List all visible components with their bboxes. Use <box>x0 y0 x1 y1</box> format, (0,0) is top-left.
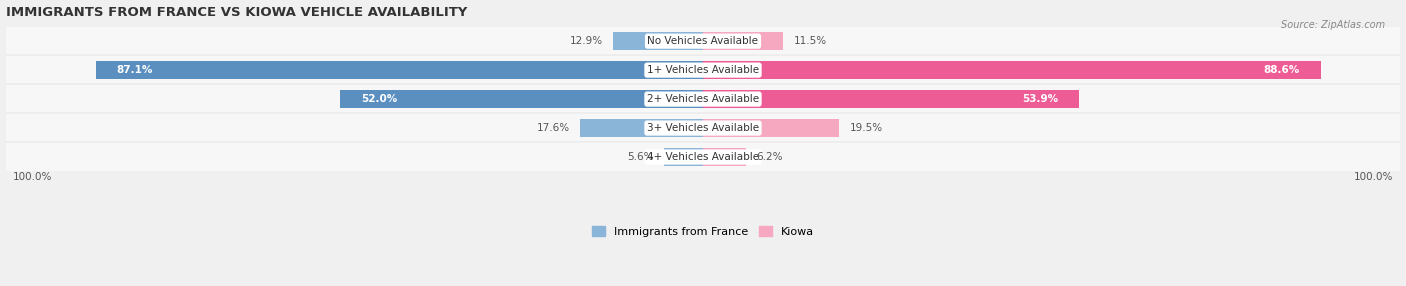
Text: 11.5%: 11.5% <box>793 36 827 46</box>
Text: 87.1%: 87.1% <box>117 65 153 75</box>
FancyBboxPatch shape <box>6 142 1400 172</box>
Bar <box>613 32 703 50</box>
Text: 1+ Vehicles Available: 1+ Vehicles Available <box>647 65 759 75</box>
Text: 4+ Vehicles Available: 4+ Vehicles Available <box>647 152 759 162</box>
Text: 5.6%: 5.6% <box>627 152 654 162</box>
Text: 12.9%: 12.9% <box>569 36 603 46</box>
Text: 2+ Vehicles Available: 2+ Vehicles Available <box>647 94 759 104</box>
Text: 19.5%: 19.5% <box>849 123 883 133</box>
Legend: Immigrants from France, Kiowa: Immigrants from France, Kiowa <box>588 222 818 241</box>
FancyBboxPatch shape <box>6 113 1400 143</box>
Text: Source: ZipAtlas.com: Source: ZipAtlas.com <box>1281 20 1385 30</box>
Bar <box>703 119 839 137</box>
FancyBboxPatch shape <box>6 55 1400 85</box>
Text: 52.0%: 52.0% <box>361 94 398 104</box>
FancyBboxPatch shape <box>6 84 1400 114</box>
Text: 53.9%: 53.9% <box>1022 94 1057 104</box>
Text: 100.0%: 100.0% <box>1354 172 1393 182</box>
Bar <box>581 119 703 137</box>
Text: 100.0%: 100.0% <box>13 172 52 182</box>
Bar <box>703 61 1320 79</box>
Bar <box>703 90 1078 108</box>
Bar <box>703 32 783 50</box>
Bar <box>96 61 703 79</box>
FancyBboxPatch shape <box>6 26 1400 56</box>
Text: 88.6%: 88.6% <box>1264 65 1301 75</box>
Text: IMMIGRANTS FROM FRANCE VS KIOWA VEHICLE AVAILABILITY: IMMIGRANTS FROM FRANCE VS KIOWA VEHICLE … <box>6 5 467 19</box>
Text: 3+ Vehicles Available: 3+ Vehicles Available <box>647 123 759 133</box>
Bar <box>703 148 747 166</box>
Bar <box>340 90 703 108</box>
Text: 17.6%: 17.6% <box>537 123 569 133</box>
Text: 6.2%: 6.2% <box>756 152 783 162</box>
Text: No Vehicles Available: No Vehicles Available <box>648 36 758 46</box>
Bar <box>664 148 703 166</box>
